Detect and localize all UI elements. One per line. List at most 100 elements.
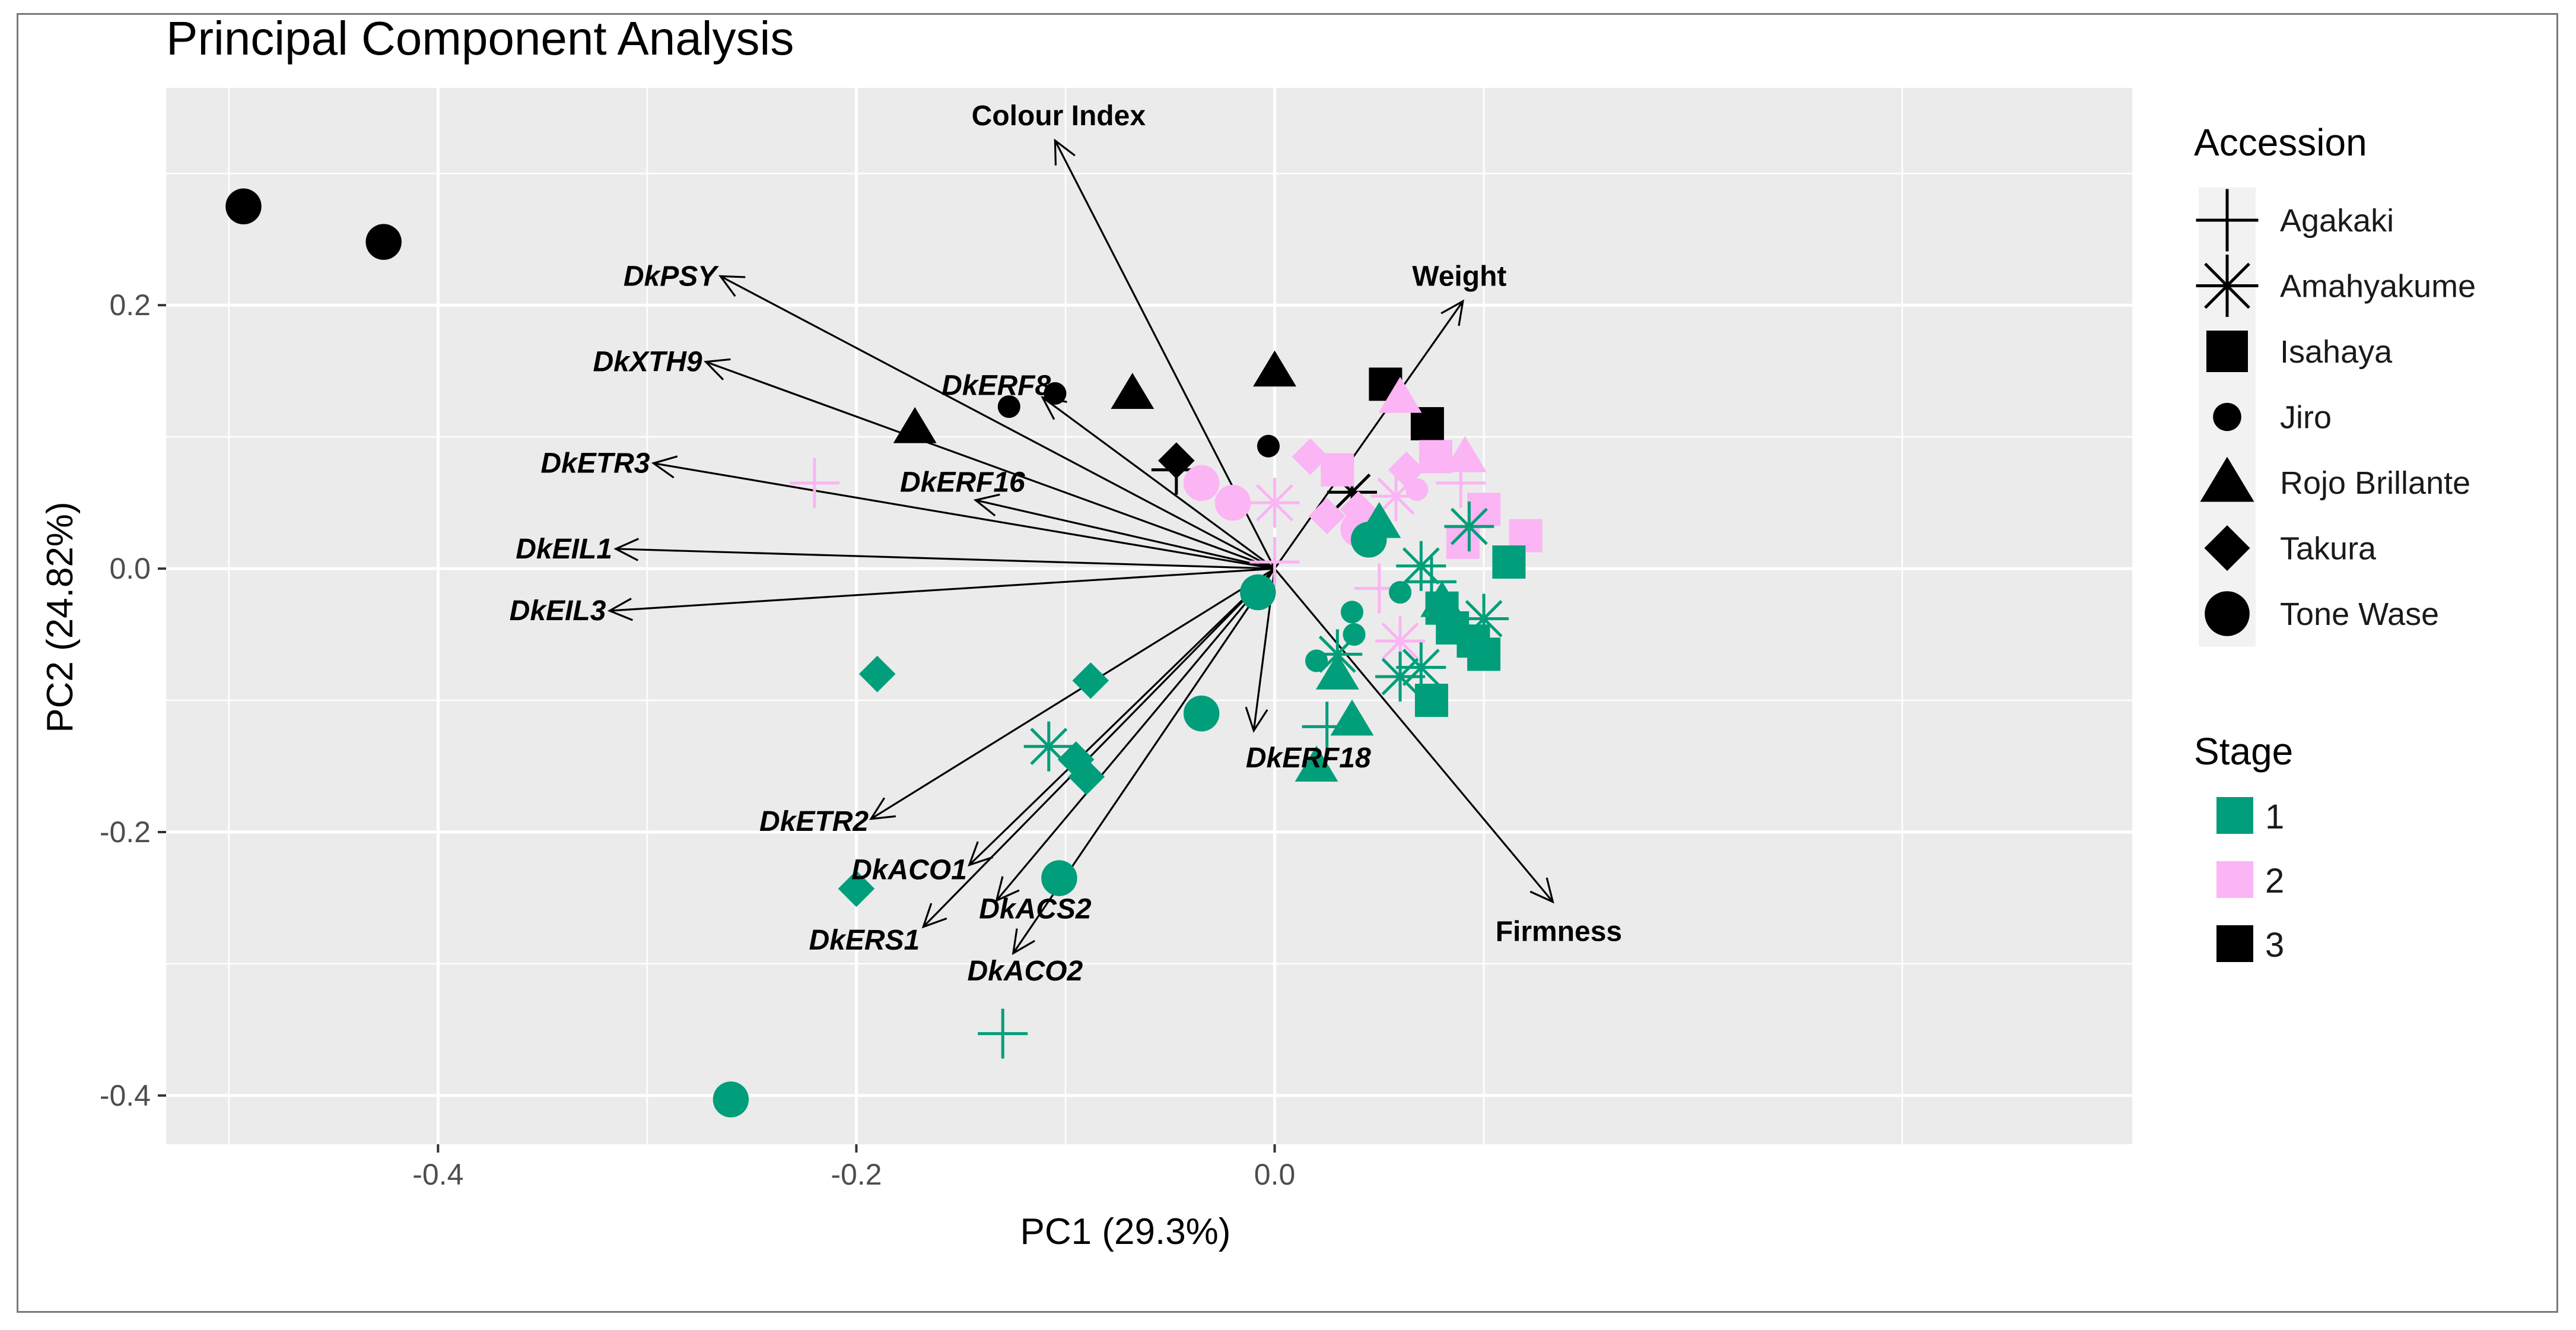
data-point [1292,438,1329,475]
data-point [1357,501,1401,538]
loading-arrowhead [651,455,678,479]
loading-arrow [609,567,1275,612]
plot-panel [166,88,2132,1144]
legend-accession-label: Takura [2280,531,2377,567]
x-tick-label: -0.2 [831,1158,882,1191]
chart-title: Principal Component Analysis [166,12,794,65]
data-point [1388,451,1425,488]
data-point [713,1081,749,1118]
loading-label: Weight [1412,261,1506,293]
data-point [1240,574,1276,611]
loading-arrow [1274,568,1554,903]
legend-accession-label: Tone Wase [2280,596,2439,632]
y-tick-label: -0.4 [100,1079,151,1112]
data-point [1371,471,1421,522]
figure-frame [17,13,2558,1313]
loading-arrowhead [869,797,896,820]
data-point [1444,501,1494,552]
loading-label: DkACO2 [967,956,1083,987]
y-tick-label: -0.2 [100,815,151,849]
data-point [997,395,1020,418]
data-point [1420,580,1464,617]
data-point [1312,629,1363,680]
legend-accession-label: Amahyakume [2280,269,2476,304]
data-point [1183,465,1220,501]
legend-key-smalldot [2213,402,2241,431]
legend-accession-title: Accession [2194,121,2367,164]
y-tick-label: 0.2 [109,288,151,322]
data-point [1389,581,1412,604]
loading-arrow [968,567,1276,866]
legend-stage-label: 2 [2265,862,2284,900]
loading-label: Firmness [1496,916,1622,948]
data-point [1340,601,1364,624]
legend-accession-label: Isahaya [2280,334,2393,370]
x-axis-label: PC1 (29.3%) [1020,1211,1231,1252]
y-axis-label: PC2 (24.82%) [40,501,81,732]
loading-arrowhead [1529,877,1554,904]
loading-label: DkACS2 [979,893,1092,925]
loading-arrows [607,138,1554,956]
legend-stage-label: 3 [2265,926,2284,964]
legend-stage-swatch [2216,925,2253,962]
legend-key-plus [2196,189,2259,252]
loading-arrowhead [704,358,731,380]
data-point [1375,652,1426,702]
data-point [1492,545,1526,579]
data-point [1396,541,1446,591]
data-point [1253,350,1296,387]
legend-stage: Stage 1 2 3 [2194,730,2293,964]
loading-label: DkPSY [624,261,719,292]
loading-arrowhead [995,876,1020,903]
legend-accession: Accession Agakaki Amahyakume Isahaya Jiro Ro… [2194,121,2476,647]
data-point [1327,467,1377,518]
data-point [1405,478,1429,501]
data-point [858,655,896,693]
data-point [789,458,839,508]
loading-arrowhead [1054,138,1076,166]
loading-arrow [705,361,1276,570]
data-point [1249,537,1300,588]
data-point [225,188,262,224]
data-point [978,1008,1028,1059]
data-point [1214,484,1251,521]
legend-stage-swatch [2216,797,2253,834]
data-point [1459,593,1509,644]
data-point [365,224,402,260]
legend-key-diamond [2204,525,2250,571]
data-point [838,870,875,907]
legend-accession-label: Rojo Brillante [2280,465,2470,501]
data-points [225,188,1543,1118]
loading-arrow [1042,396,1276,570]
loading-arrowhead [718,275,746,297]
loading-label: DkERF8 [942,370,1051,402]
loading-label: DkERS1 [809,925,920,956]
loading-label: DkERF18 [1246,742,1371,774]
grid-minor [166,88,2132,1144]
data-point [1023,721,1074,772]
data-point [1467,493,1501,526]
data-point [1044,382,1067,405]
legend-key-star [2196,255,2259,317]
data-point [1068,758,1105,795]
legend-key-square [2206,331,2248,372]
y-tick-label: 0.0 [109,552,151,585]
loading-arrowhead [1245,706,1268,733]
data-point [1414,684,1448,718]
loading-arrow [996,568,1276,902]
data-point [1396,642,1446,693]
data-point [893,407,937,443]
loading-label: DkETR3 [540,448,650,480]
legend-accession-label: Agakaki [2280,203,2394,239]
loading-arrowhead [607,598,633,621]
data-point [1343,623,1366,646]
loading-arrow [720,275,1276,570]
legend-stage-title: Stage [2194,730,2293,773]
data-point [1257,434,1280,458]
loading-arrowhead [613,538,640,561]
data-point [1375,616,1426,666]
loading-label: DkETR2 [759,806,869,837]
loading-arrow [653,462,1275,570]
x-tick-label: -0.4 [412,1158,463,1191]
loading-arrowhead [1012,928,1035,956]
